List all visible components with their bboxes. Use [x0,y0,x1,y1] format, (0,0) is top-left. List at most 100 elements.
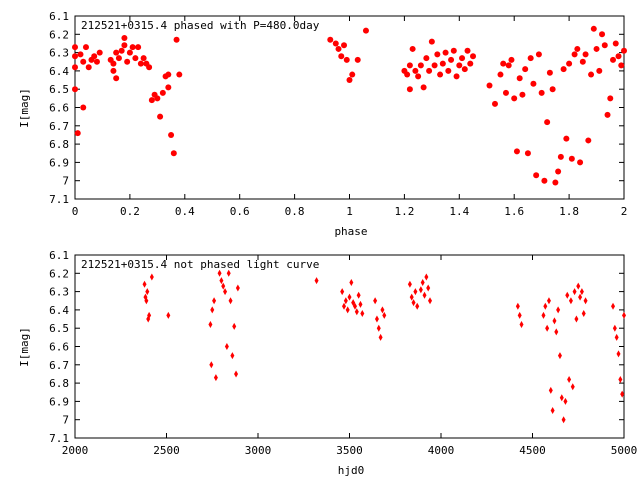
data-point [448,56,455,63]
data-point [144,297,149,305]
y-tick-label: 6.4 [49,65,69,78]
data-point [610,56,617,63]
y-tick-label: 6.2 [49,267,69,280]
data-point [543,302,548,310]
x-tick-label: 1.6 [504,205,524,218]
data-point [519,91,526,98]
data-point [615,53,622,60]
x-tick-label: 2500 [153,444,180,457]
x-tick-label: 0.6 [230,205,250,218]
data-point [140,55,147,62]
data-point [146,64,153,71]
data-point [486,82,493,89]
data-points [72,25,627,186]
data-point [132,55,139,62]
data-point [579,288,584,296]
data-point [380,306,385,314]
data-point [555,168,562,175]
data-point [409,45,416,52]
x-tick-label: 4000 [428,444,455,457]
data-point [113,75,120,82]
data-point [93,58,100,65]
data-point [567,375,572,383]
data-point [137,60,144,67]
data-point [516,75,523,82]
y-tick-label: 6.6 [49,102,69,115]
data-point [546,69,553,76]
data-point [437,71,444,78]
data-point [157,113,164,120]
data-point [426,67,433,74]
y-tick-label: 6.8 [49,377,69,390]
data-point [611,302,616,310]
data-point [574,315,579,323]
data-point [110,60,117,67]
data-point [80,58,87,65]
data-point [118,47,125,54]
data-point [170,150,177,157]
data-point [568,297,573,305]
data-point [423,55,430,62]
data-point [596,67,603,74]
data-point [618,62,625,69]
y-tick-label: 6.9 [49,395,69,408]
data-point [604,111,611,118]
data-point [530,80,537,87]
data-point [541,177,548,184]
data-point [434,51,441,58]
data-point [159,89,166,96]
data-point [431,62,438,69]
data-point [450,47,457,54]
data-point [129,44,136,51]
data-point [228,297,233,305]
y-tick-label: 6.7 [49,120,69,133]
unphased-light-curve-plot: 212521+0315.4 not phased light curve hjd… [18,249,637,477]
data-point [557,153,564,160]
data-point [549,86,556,93]
data-point [72,53,78,60]
data-point [622,311,626,319]
data-point [618,375,623,383]
data-point [358,300,363,308]
data-point [439,60,446,67]
data-point [82,44,89,51]
data-point [411,299,416,307]
data-point [459,55,466,62]
x-tick-label: 1 [346,205,353,218]
data-point [554,328,559,336]
data-point [77,51,84,58]
data-point [426,284,431,292]
data-point [557,352,562,360]
data-point [406,62,413,69]
data-point [428,38,435,45]
y-tick-label: 6.5 [49,83,69,96]
x-tick-label: 2 [621,205,628,218]
x-axis-label: hjd0 [338,464,365,477]
data-point [404,71,411,78]
data-point [332,40,339,47]
y-tick-label: 6.5 [49,322,69,335]
data-point [515,302,520,310]
data-point [154,95,161,102]
data-point [338,53,345,60]
data-point [417,62,424,69]
data-point [522,66,529,73]
data-point [209,361,214,369]
data-point [464,47,471,54]
data-point [362,27,369,34]
y-tick-label: 7.1 [49,432,69,445]
data-point [519,321,524,329]
data-point [115,55,122,62]
data-point [524,150,531,157]
data-point [352,302,357,310]
data-point [511,95,518,102]
data-point [349,71,356,78]
chart-title: 212521+0315.4 not phased light curve [81,258,319,271]
data-point [581,310,586,318]
data-point [572,288,577,296]
data-point [343,56,350,63]
data-point [548,386,553,394]
x-tick-label: 3000 [245,444,272,457]
